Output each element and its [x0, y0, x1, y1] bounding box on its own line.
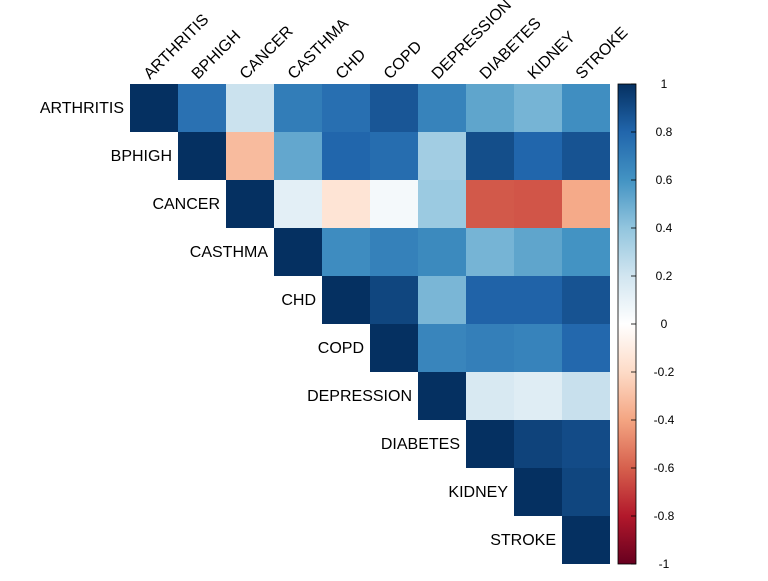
cell-copd-depression — [418, 324, 466, 372]
colorbar-tick-label: 1 — [661, 77, 668, 91]
colorbar-tick-label: 0.8 — [656, 125, 673, 139]
colorbar-tick-label: 0.2 — [656, 269, 673, 283]
cell-depression-stroke — [562, 372, 610, 420]
cell-cancer-diabetes — [466, 180, 514, 228]
row-label-cancer: CANCER — [152, 196, 220, 213]
cell-diabetes-diabetes — [466, 420, 514, 468]
cell-chd-diabetes — [466, 276, 514, 324]
cell-copd-stroke — [562, 324, 610, 372]
cell-copd-kidney — [514, 324, 562, 372]
colorbar-tick-label: -0.8 — [654, 509, 675, 523]
cell-arthritis-kidney — [514, 84, 562, 132]
row-label-arthritis: ARTHRITIS — [40, 100, 124, 117]
cell-casthma-depression — [418, 228, 466, 276]
cell-kidney-stroke — [562, 468, 610, 516]
colorbar-tick-label: -0.4 — [654, 413, 675, 427]
row-label-casthma: CASTHMA — [190, 244, 269, 261]
cell-cancer-kidney — [514, 180, 562, 228]
row-label-copd: COPD — [318, 340, 364, 357]
cell-cancer-cancer — [226, 180, 274, 228]
colorbar-tick-label: -0.6 — [654, 461, 675, 475]
cell-chd-depression — [418, 276, 466, 324]
colorbar-tick-label: 0.6 — [656, 173, 673, 187]
colorbar-tick-label: 0 — [661, 317, 668, 331]
cell-bphigh-diabetes — [466, 132, 514, 180]
cell-chd-kidney — [514, 276, 562, 324]
row-label-chd: CHD — [281, 292, 316, 309]
cell-copd-diabetes — [466, 324, 514, 372]
cell-copd-copd — [370, 324, 418, 372]
cell-bphigh-bphigh — [178, 132, 226, 180]
cell-bphigh-chd — [322, 132, 370, 180]
cell-bphigh-depression — [418, 132, 466, 180]
cell-chd-stroke — [562, 276, 610, 324]
cell-casthma-stroke — [562, 228, 610, 276]
cell-cancer-chd — [322, 180, 370, 228]
cell-arthritis-stroke — [562, 84, 610, 132]
colorbar-tick-label: 0.4 — [656, 221, 673, 235]
column-label-depression: DEPRESSION — [429, 0, 515, 83]
cell-arthritis-depression — [418, 84, 466, 132]
cell-diabetes-stroke — [562, 420, 610, 468]
cell-arthritis-diabetes — [466, 84, 514, 132]
cell-diabetes-kidney — [514, 420, 562, 468]
cell-arthritis-bphigh — [178, 84, 226, 132]
cell-bphigh-copd — [370, 132, 418, 180]
row-label-depression: DEPRESSION — [307, 388, 412, 405]
column-label-copd: COPD — [381, 38, 426, 83]
cell-casthma-copd — [370, 228, 418, 276]
column-label-stroke: STROKE — [573, 24, 632, 83]
cell-arthritis-copd — [370, 84, 418, 132]
cell-arthritis-cancer — [226, 84, 274, 132]
cell-depression-kidney — [514, 372, 562, 420]
cell-arthritis-chd — [322, 84, 370, 132]
cell-bphigh-casthma — [274, 132, 322, 180]
cell-casthma-casthma — [274, 228, 322, 276]
cell-depression-diabetes — [466, 372, 514, 420]
cell-bphigh-kidney — [514, 132, 562, 180]
cell-stroke-stroke — [562, 516, 610, 564]
cell-chd-copd — [370, 276, 418, 324]
cell-arthritis-arthritis — [130, 84, 178, 132]
row-label-bphigh: BPHIGH — [111, 148, 172, 165]
cell-depression-depression — [418, 372, 466, 420]
colorbar-tick-label: -1 — [659, 557, 670, 571]
cell-arthritis-casthma — [274, 84, 322, 132]
cell-casthma-kidney — [514, 228, 562, 276]
cell-casthma-chd — [322, 228, 370, 276]
colorbar-gradient-bar — [618, 84, 636, 564]
cell-cancer-casthma — [274, 180, 322, 228]
colorbar-tick-label: -0.2 — [654, 365, 675, 379]
cell-cancer-stroke — [562, 180, 610, 228]
cell-bphigh-stroke — [562, 132, 610, 180]
cell-bphigh-cancer — [226, 132, 274, 180]
row-label-diabetes: DIABETES — [381, 436, 460, 453]
row-label-kidney: KIDNEY — [448, 484, 508, 501]
heatmap-cells — [130, 84, 610, 564]
row-label-stroke: STROKE — [490, 532, 556, 549]
colorbar: 1 0.8 0.6 0.4 0.2 0 -0.2 -0.4 -0.6 -0.8 -1 — [617, 77, 675, 571]
row-labels: ARTHRITIS BPHIGH CANCER CASTHMA CHD COPD DEPRE… — [40, 100, 556, 549]
cell-chd-chd — [322, 276, 370, 324]
cell-cancer-copd — [370, 180, 418, 228]
column-label-chd: CHD — [333, 46, 370, 83]
cell-cancer-depression — [418, 180, 466, 228]
cell-kidney-kidney — [514, 468, 562, 516]
cell-casthma-diabetes — [466, 228, 514, 276]
